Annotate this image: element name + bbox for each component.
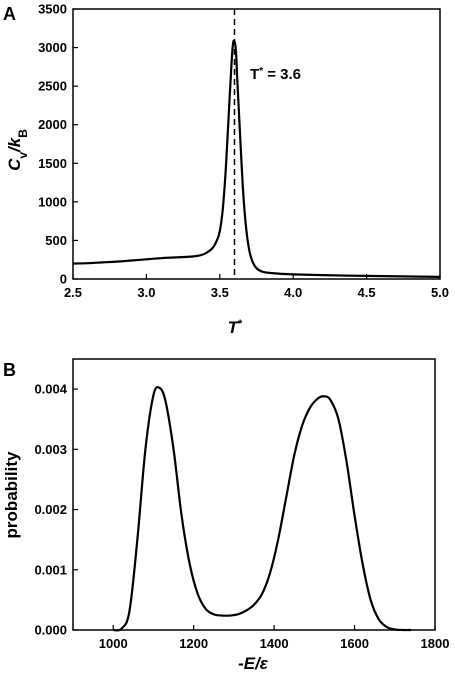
- panel-a-plot-frame: [72, 8, 441, 280]
- x-tick-label: 3.0: [137, 285, 155, 300]
- panel-b-y-ticks: 0.000 0.001 0.002 0.003 0.004: [34, 382, 78, 638]
- x-tick-label: 1600: [340, 636, 369, 651]
- y-tick-label: 0.003: [34, 442, 67, 457]
- y-tick-label: 2500: [38, 79, 67, 94]
- panel-b-label: B: [3, 360, 16, 380]
- panel-a-series-line: [72, 39, 441, 278]
- x-tick-label: 4.0: [284, 285, 302, 300]
- x-tick-label: 1800: [421, 636, 450, 651]
- y-tick-label: 2000: [38, 117, 67, 132]
- panel-b-plot-frame: [72, 358, 436, 631]
- panel-a-x-ticks: 2.5 3.0 3.5 4.0 4.5 5.0: [64, 274, 449, 300]
- x-tick-label: 2.5: [64, 285, 82, 300]
- y-tick-label: 0.001: [34, 562, 67, 577]
- y-tick-label: 0.002: [34, 502, 67, 517]
- x-tick-label: 3.5: [211, 285, 229, 300]
- panel-b-x-axis-title: -E/ε: [238, 654, 269, 673]
- y-tick-label: 3500: [38, 2, 67, 17]
- y-tick-label: 0.000: [34, 623, 67, 638]
- y-tick-label: 0.004: [34, 382, 67, 397]
- y-tick-label: 3000: [38, 40, 67, 55]
- panel-a-annotation: T* = 3.6: [250, 66, 301, 84]
- x-tick-label: 4.5: [358, 285, 376, 300]
- panel-b-series-line: [113, 385, 411, 632]
- y-tick-label: 1000: [38, 194, 67, 209]
- x-tick-label: 1400: [260, 636, 289, 651]
- panel-a-y-ticks: 0 500 1000 1500 2000 2500 3000 3500: [38, 2, 78, 287]
- y-tick-label: 0: [60, 272, 67, 287]
- x-tick-label: 1200: [179, 636, 208, 651]
- y-tick-label: 1500: [38, 156, 67, 171]
- panel-b-plot: 1000 1200 1400 1600 1800 0.0000.0010.0020.00…: [2, 358, 450, 673]
- panel-b-y-axis-title: probability: [2, 451, 21, 538]
- panel-b-x-ticks: 1000 1200 1400 1600 1800: [99, 625, 450, 651]
- y-tick-label: 500: [45, 233, 67, 248]
- panel-a-plot: 2.5 3.0 3.5 4.0 4.5 5.0 0 500 1000 1500 2000 2500 3…: [5, 2, 449, 338]
- x-tick-label: 5.0: [431, 285, 449, 300]
- panel-a-label: A: [3, 4, 16, 24]
- panel-a-x-axis-title: T*: [228, 318, 243, 337]
- panel-a-y-axis-title: Cv/kB: [5, 129, 30, 171]
- x-tick-label: 1000: [99, 636, 128, 651]
